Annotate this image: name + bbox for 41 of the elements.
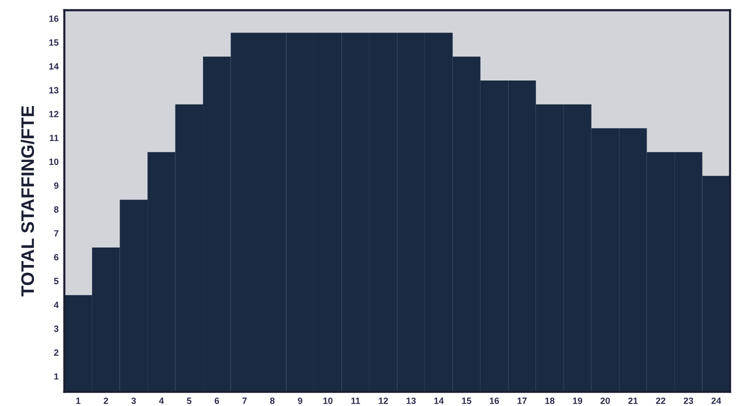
y-tick-label: 11 [50, 134, 59, 142]
y-tick-label: 5 [54, 278, 59, 284]
y-tick-label: 3 [54, 326, 58, 332]
x-tick-label: 3 [131, 398, 136, 404]
x-tick-label: 7 [242, 398, 247, 404]
y-tick-label: 8 [54, 206, 58, 213]
y-tick-label: 2 [54, 349, 58, 356]
y-tick-label: 12 [49, 110, 58, 118]
x-tick-label: 14 [434, 398, 444, 404]
x-tick-label: 15 [462, 398, 472, 404]
x-tick-label: 4 [159, 398, 164, 404]
x-tick-label: 17 [518, 398, 527, 404]
y-tick-label: 10 [49, 158, 58, 165]
x-tick-label: 12 [378, 398, 388, 404]
x-tick-label: 18 [545, 398, 554, 404]
x-tick-label: 19 [573, 398, 582, 404]
x-tick-label: 23 [684, 398, 694, 404]
x-tick-label: 11 [351, 398, 360, 404]
x-tick-label: 22 [656, 398, 666, 404]
x-tick-label: 9 [298, 398, 302, 404]
x-tick-label: 8 [270, 398, 275, 404]
y-axis-title: TOTAL STAFFING/FTE [20, 106, 34, 296]
x-tick-label: 16 [490, 398, 499, 404]
x-tick-label: 24 [711, 398, 722, 404]
y-tick-label: 15 [49, 39, 59, 46]
y-tick-label: 13 [49, 87, 58, 94]
x-tick-label: 21 [628, 398, 638, 404]
x-tick-label: 1 [76, 398, 80, 404]
y-tick-label: 9 [54, 182, 58, 189]
y-tick-label: 16 [49, 15, 58, 22]
x-tick-label: 13 [406, 398, 416, 404]
x-tick-label: 5 [186, 398, 192, 404]
x-tick-label: 2 [104, 398, 108, 404]
x-tick-label: 10 [323, 398, 332, 404]
y-tick-label: 14 [49, 63, 59, 70]
y-tick-label: 1 [54, 373, 59, 380]
x-tick-label: 20 [600, 398, 610, 404]
y-tick-label: 7 [54, 230, 58, 236]
y-tick-label: 6 [54, 254, 58, 260]
y-tick-label: 4 [54, 302, 59, 308]
x-tick-label: 6 [214, 398, 220, 404]
